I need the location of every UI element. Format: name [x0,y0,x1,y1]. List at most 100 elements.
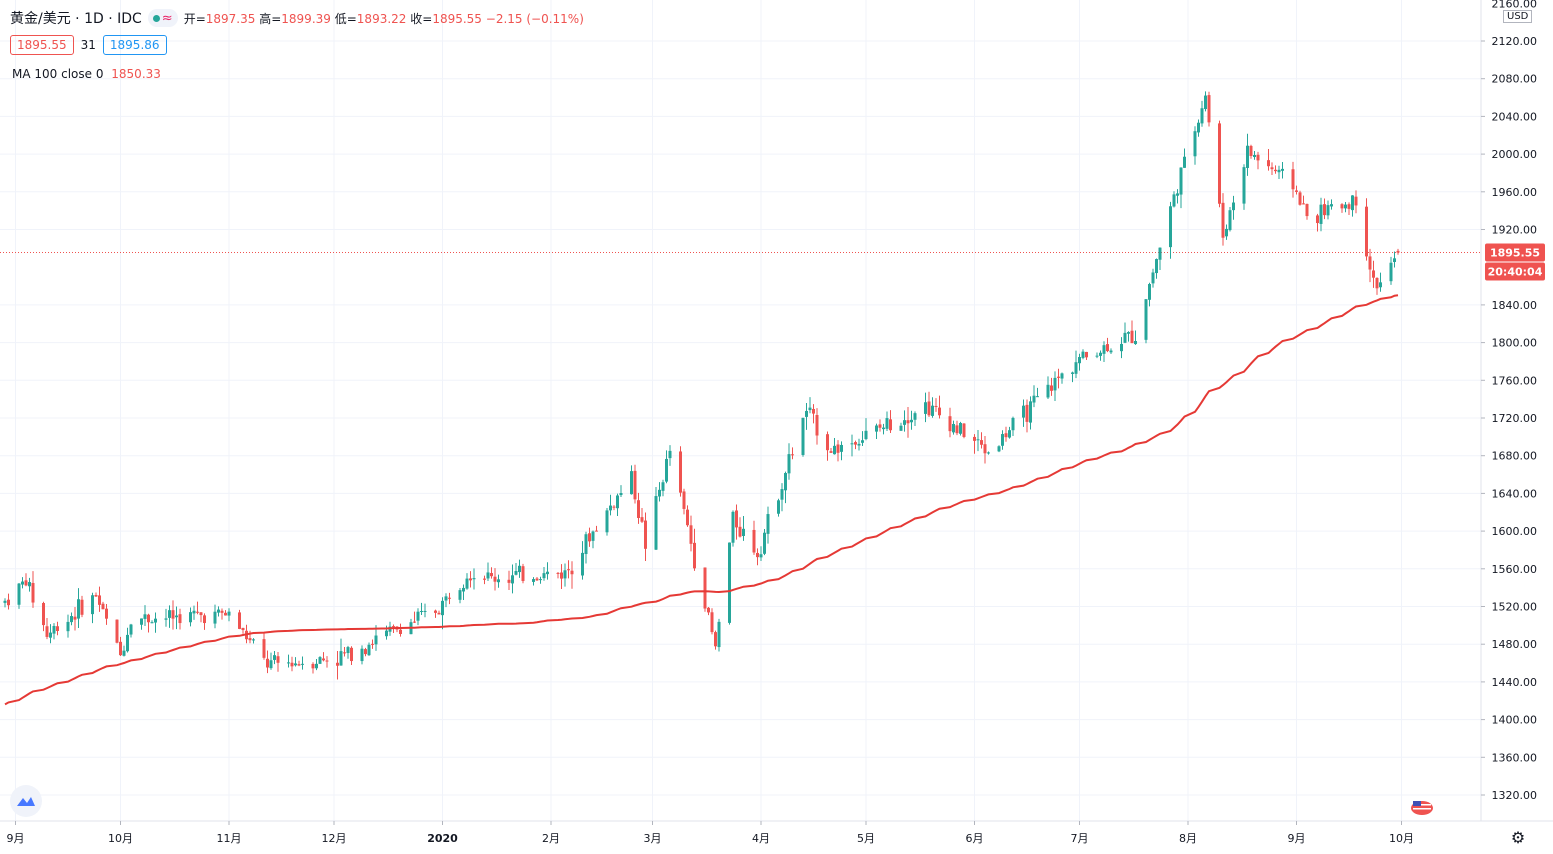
candle-body [49,632,52,638]
candle-body [24,580,28,586]
candle-body [1193,131,1197,157]
candle-body [241,627,245,631]
candle-body [910,419,913,423]
candle-body [346,647,350,654]
candle-body [105,608,108,619]
candle-body [420,610,423,612]
change-value: −2.15 (−0.11%) [485,11,584,26]
candle-body [416,611,420,621]
candle-body [934,405,938,407]
candle-body [780,489,784,500]
candle-body [756,552,759,558]
candle-body [1179,167,1183,195]
candle-body [465,578,469,589]
candle-body [539,579,542,581]
candle-body [1340,204,1344,209]
time-tick-label: 6月 [966,832,984,845]
close-label: 收= [410,11,433,26]
buy-price-button[interactable]: 1895.86 [102,35,167,55]
candle-body [17,583,21,605]
candle-body [203,615,206,624]
candle-body [66,621,70,632]
candle-body [1277,169,1281,173]
candle-body [882,427,885,430]
candle-body [679,451,682,493]
candle-body [787,454,791,474]
candle-body [556,572,560,574]
countdown-badge-text: 20:40:04 [1488,266,1543,279]
candle-body [1305,203,1309,217]
price-axis[interactable]: 2120.00 2080.00 2040.00 2000.00 1960.00 1920.… [1480,0,1538,821]
candle-body [948,416,952,432]
candle-body [31,582,35,603]
candle-body [70,616,73,623]
candle-body [486,572,490,579]
candle-body [1228,210,1232,231]
ohlc-values: 开=1897.35 高=1899.39 低=1893.22 收=1895.55 … [184,10,584,27]
candle-body [413,621,416,623]
candle-body [644,520,647,549]
candle-body [861,440,864,443]
candle-body [1323,204,1326,216]
candle-body [140,618,143,625]
candle-body [1372,270,1375,278]
candle-body [290,662,294,667]
candle-body [1151,272,1155,284]
candle-body [826,434,829,451]
candle-body [77,599,80,619]
candle-body [21,581,24,585]
candle-body [322,658,325,661]
candle-body [875,425,878,432]
time-tick-label: 4月 [752,832,770,845]
price-tick-label: 1360.00 [1492,751,1538,764]
candle-body [913,413,917,420]
candle-body [805,410,808,417]
candle-body [1095,355,1099,357]
candle-body [1078,357,1081,364]
candle-body [164,618,168,620]
currency-label[interactable]: USD [1503,10,1533,23]
price-tick-label: 1400.00 [1492,714,1538,727]
candle-body [812,408,815,414]
candle-body [28,582,31,587]
candle-body [955,425,959,434]
candle-body [633,470,637,500]
candle-body [630,471,633,495]
gear-icon[interactable]: ⚙ [1510,828,1526,847]
sell-price-button[interactable]: 1895.55 [10,35,74,55]
candle-body [686,509,689,526]
candle-body [1155,259,1158,274]
candle-body [661,482,665,491]
candle-body [801,417,805,455]
tradingview-logo-icon[interactable] [10,785,42,817]
candle-body [122,650,126,656]
candle-body [434,610,437,613]
candle-body [350,647,353,662]
candle-body [1001,434,1004,446]
candle-body [448,597,451,599]
candle-body [854,442,857,445]
candle-body [1200,108,1204,124]
grid-lines [0,0,1481,821]
candle-body [1109,350,1113,353]
candle-body [728,542,731,623]
candle-body [1246,145,1249,168]
market-status[interactable]: ≈ [147,9,178,27]
candle-body [189,612,192,623]
candle-body [1344,204,1347,209]
candle-body [595,530,598,532]
price-tick-label: 1680.00 [1492,450,1538,463]
candle-body [399,629,402,634]
candle-body [514,570,518,575]
ma-indicator-legend[interactable]: MA 100 close 0 1850.33 [12,67,161,81]
candle-body [462,587,465,592]
candle-body [637,500,640,518]
time-axis[interactable]: 9月 10月 11月 12月 2020 2月 3月 4月 5月 6月 7月 8月 9月 10月 [0,820,1553,845]
candle-body [668,450,672,459]
candle-body [878,424,882,428]
candle-body [731,511,735,543]
candle-body [1295,190,1298,192]
symbol-title[interactable]: 黄金/美元 · 1D · IDC [10,11,142,27]
